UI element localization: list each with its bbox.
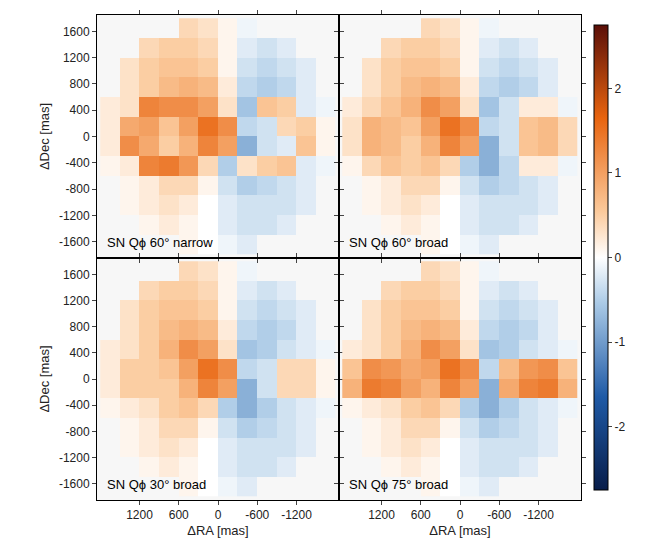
svg-text:-600: -600 bbox=[487, 508, 511, 522]
svg-text:ΔRA [mas]: ΔRA [mas] bbox=[429, 523, 490, 538]
svg-text:400: 400 bbox=[70, 346, 90, 360]
svg-text:800: 800 bbox=[70, 77, 90, 91]
svg-text:SN Qϕ 60° broad: SN Qϕ 60° broad bbox=[349, 235, 448, 250]
svg-text:-1600: -1600 bbox=[59, 235, 90, 249]
svg-text:1600: 1600 bbox=[63, 25, 90, 39]
svg-text:-800: -800 bbox=[66, 182, 90, 196]
svg-text:-400: -400 bbox=[66, 398, 90, 412]
svg-text:-800: -800 bbox=[66, 425, 90, 439]
svg-text:400: 400 bbox=[70, 103, 90, 117]
svg-text:600: 600 bbox=[411, 508, 431, 522]
svg-text:-1200: -1200 bbox=[281, 508, 312, 522]
svg-text:0: 0 bbox=[614, 251, 621, 265]
svg-text:2: 2 bbox=[614, 82, 621, 96]
svg-text:800: 800 bbox=[70, 320, 90, 334]
svg-text:ΔRA [mas]: ΔRA [mas] bbox=[187, 523, 248, 538]
svg-text:-1200: -1200 bbox=[523, 508, 554, 522]
svg-text:0: 0 bbox=[215, 508, 222, 522]
svg-text:-1200: -1200 bbox=[59, 209, 90, 223]
svg-text:SN Qϕ 30° broad: SN Qϕ 30° broad bbox=[107, 477, 206, 492]
svg-text:-400: -400 bbox=[66, 156, 90, 170]
svg-text:-2: -2 bbox=[614, 420, 625, 434]
svg-text:1: 1 bbox=[614, 166, 621, 180]
svg-text:1200: 1200 bbox=[63, 51, 90, 65]
svg-text:SN Qϕ 60° narrow: SN Qϕ 60° narrow bbox=[107, 235, 213, 250]
svg-text:-1: -1 bbox=[614, 335, 625, 349]
svg-text:-1200: -1200 bbox=[59, 451, 90, 465]
svg-text:1600: 1600 bbox=[63, 268, 90, 282]
svg-text:ΔDec [mas]: ΔDec [mas] bbox=[37, 345, 52, 412]
svg-text:0: 0 bbox=[83, 372, 90, 386]
svg-text:1200: 1200 bbox=[368, 508, 395, 522]
svg-text:600: 600 bbox=[169, 508, 189, 522]
svg-text:SN Qϕ 75° broad: SN Qϕ 75° broad bbox=[349, 477, 448, 492]
svg-text:1200: 1200 bbox=[63, 294, 90, 308]
svg-text:-600: -600 bbox=[245, 508, 269, 522]
svg-text:1200: 1200 bbox=[126, 508, 153, 522]
svg-text:0: 0 bbox=[457, 508, 464, 522]
svg-text:-1600: -1600 bbox=[59, 477, 90, 491]
svg-text:ΔDec [mas]: ΔDec [mas] bbox=[37, 103, 52, 170]
svg-text:0: 0 bbox=[83, 130, 90, 144]
